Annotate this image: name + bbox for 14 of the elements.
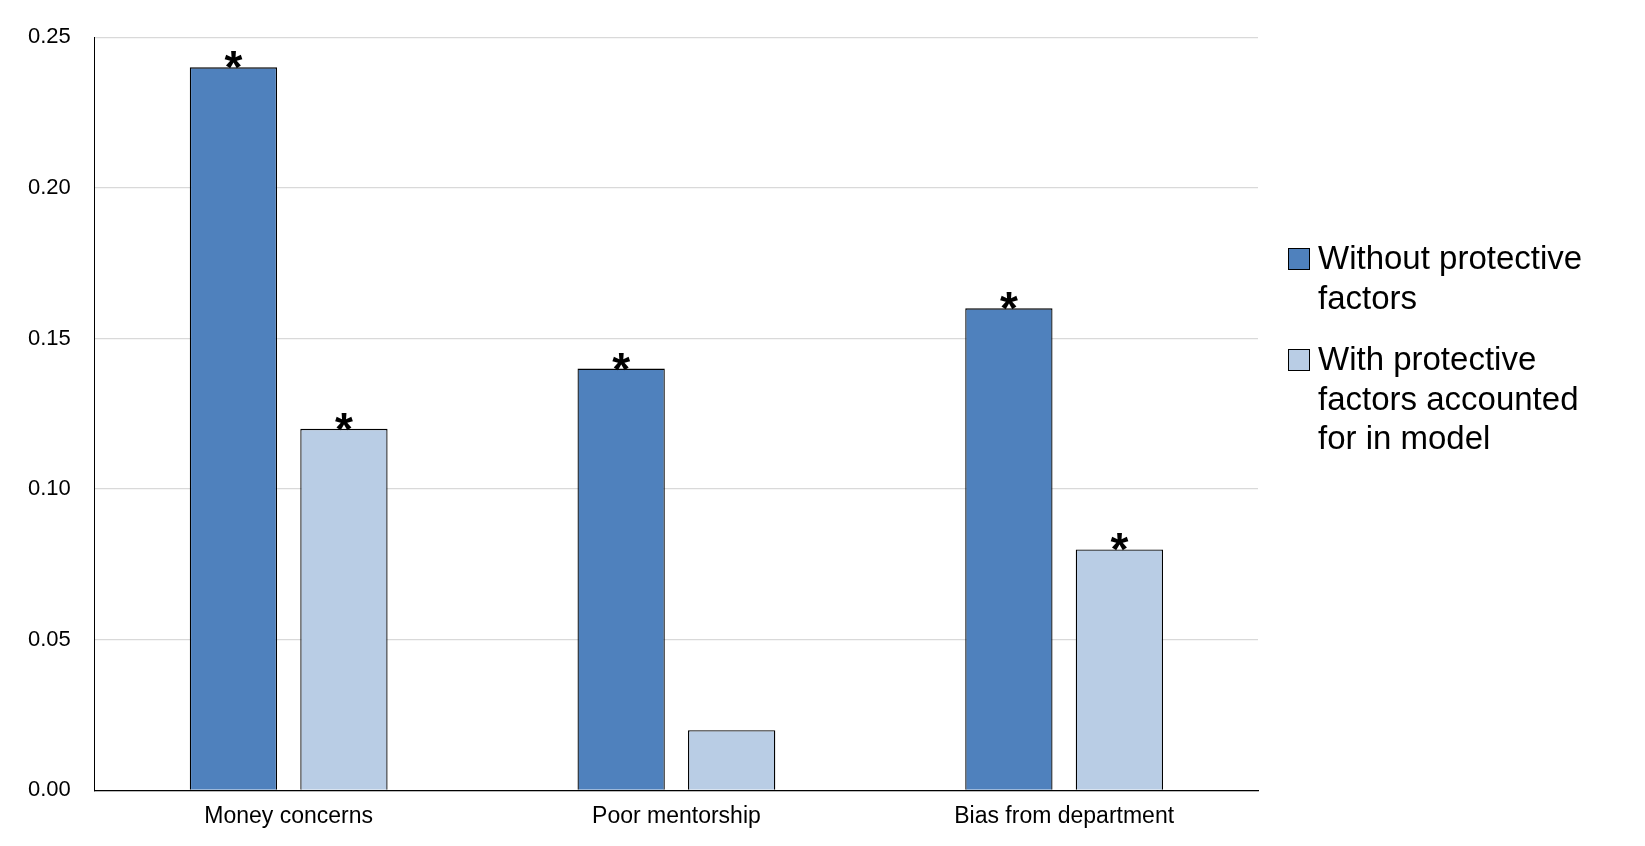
data-label: *: [1110, 523, 1129, 576]
y-tick-label: 0.10: [27, 475, 71, 501]
legend-label: With protective factors accounted for in model: [1318, 339, 1580, 458]
y-tick-label: 0.20: [27, 173, 71, 199]
x-tick-label: Bias from department: [954, 801, 1175, 828]
y-tick-label: 0.05: [27, 625, 71, 651]
y-tick-label: 0.15: [27, 324, 71, 350]
legend-label: Without protective factors: [1318, 238, 1584, 318]
x-tick-label: Poor mentorship: [592, 801, 761, 828]
x-tick-label: Money concerns: [204, 801, 374, 828]
data-label: *: [612, 342, 631, 395]
y-tick-label: 0.25: [27, 23, 71, 49]
data-label: *: [334, 402, 353, 455]
y-tick-label: 0.00: [27, 776, 71, 802]
